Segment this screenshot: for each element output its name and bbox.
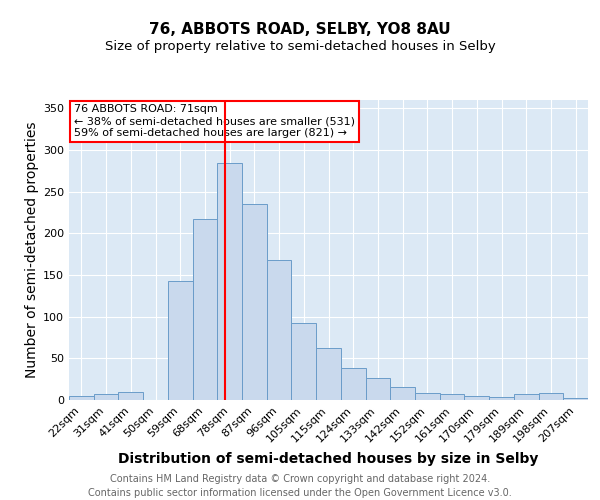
Text: 76, ABBOTS ROAD, SELBY, YO8 8AU: 76, ABBOTS ROAD, SELBY, YO8 8AU — [149, 22, 451, 38]
Bar — [365, 378, 390, 400]
Text: 76 ABBOTS ROAD: 71sqm
← 38% of semi-detached houses are smaller (531)
59% of sem: 76 ABBOTS ROAD: 71sqm ← 38% of semi-deta… — [74, 104, 355, 138]
Bar — [316, 348, 341, 400]
Bar — [440, 394, 464, 400]
Bar — [292, 322, 316, 400]
Bar — [217, 162, 242, 400]
Bar — [193, 219, 217, 400]
X-axis label: Distribution of semi-detached houses by size in Selby: Distribution of semi-detached houses by … — [118, 452, 539, 466]
Bar — [539, 394, 563, 400]
Bar — [563, 398, 588, 400]
Y-axis label: Number of semi-detached properties: Number of semi-detached properties — [25, 122, 39, 378]
Bar — [390, 386, 415, 400]
Bar — [489, 396, 514, 400]
Bar — [415, 392, 440, 400]
Bar — [464, 396, 489, 400]
Bar — [168, 281, 193, 400]
Text: Contains HM Land Registry data © Crown copyright and database right 2024.
Contai: Contains HM Land Registry data © Crown c… — [88, 474, 512, 498]
Bar — [514, 394, 539, 400]
Bar — [69, 396, 94, 400]
Bar — [242, 204, 267, 400]
Bar — [118, 392, 143, 400]
Bar — [267, 260, 292, 400]
Bar — [341, 368, 365, 400]
Bar — [94, 394, 118, 400]
Text: Size of property relative to semi-detached houses in Selby: Size of property relative to semi-detach… — [104, 40, 496, 53]
